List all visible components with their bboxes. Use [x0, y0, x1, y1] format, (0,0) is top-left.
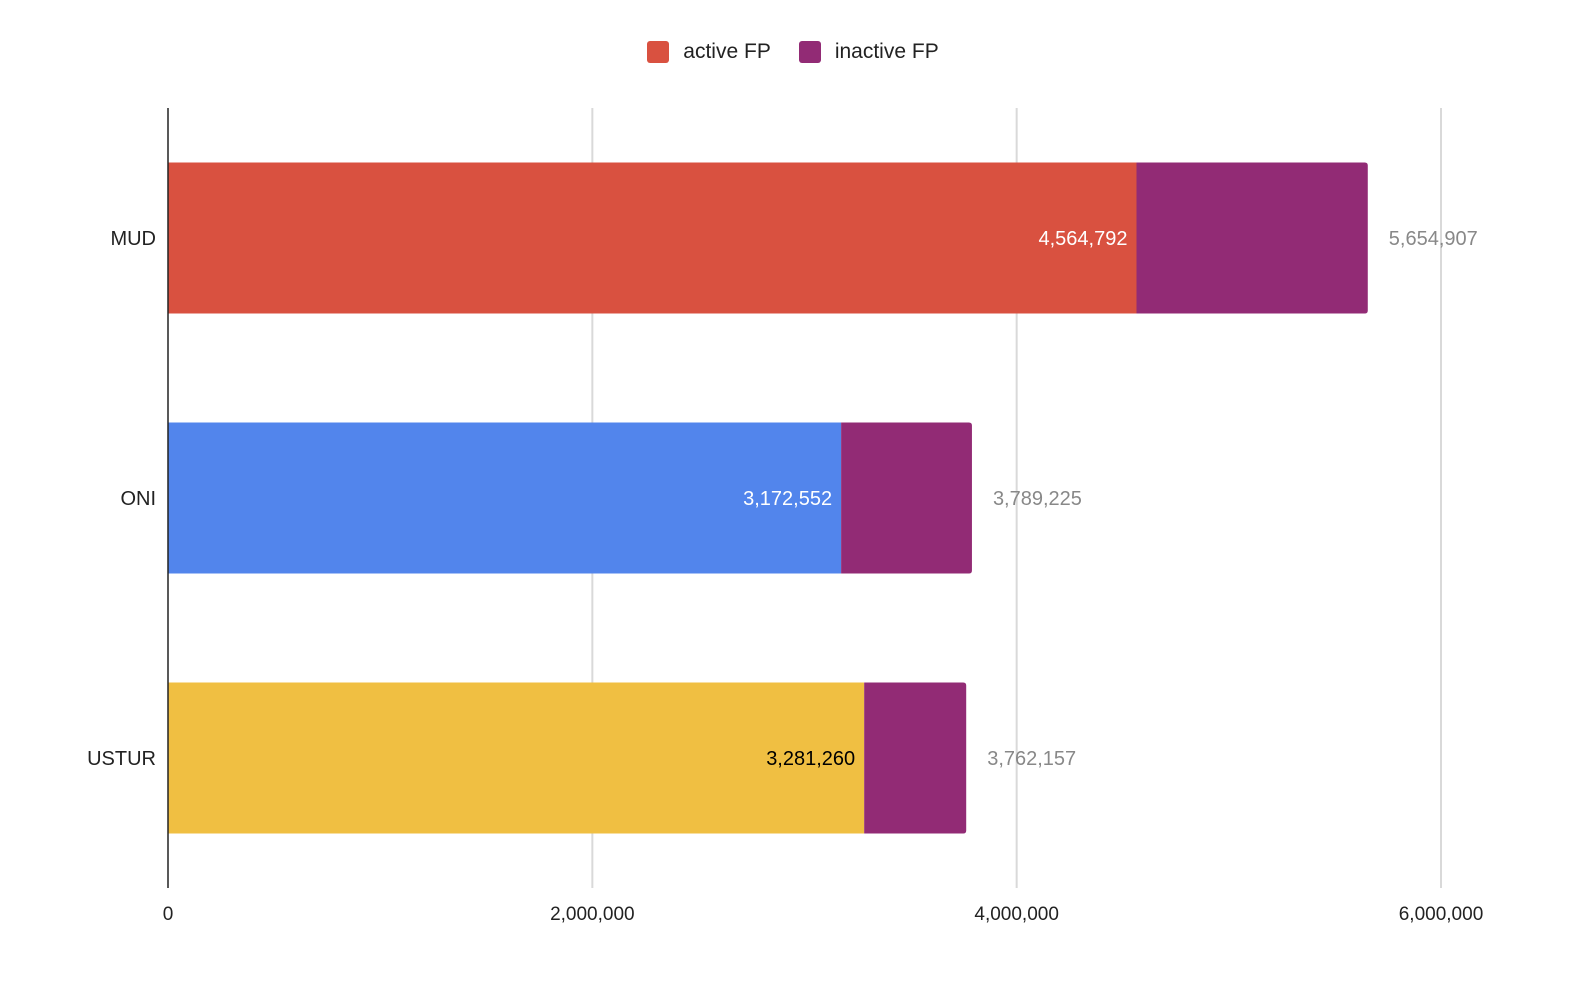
- chart-legend: active FP inactive FP: [0, 40, 1586, 64]
- x-tick-label: 4,000,000: [974, 904, 1059, 925]
- bar-inactive-fp: [841, 422, 972, 574]
- bar-active-fp: [168, 162, 1137, 314]
- bar-active-fp: [168, 682, 865, 834]
- legend-item-inactive-fp[interactable]: inactive FP: [798, 40, 939, 64]
- data-label-total: 3,789,225: [993, 488, 1082, 510]
- x-tick-label: 0: [163, 904, 174, 925]
- data-label-total: 5,654,907: [1389, 228, 1478, 250]
- bar-active-fp: [168, 422, 842, 574]
- bar-inactive-fp: [1136, 162, 1368, 314]
- bars: [168, 162, 1368, 834]
- y-category-label: ONI: [120, 488, 156, 510]
- y-category-label: USTUR: [87, 748, 156, 770]
- data-label-active-fp: 3,172,552: [743, 488, 832, 510]
- labels: 0 2,000,000 4,000,000 6,000,000 4,564,792 5,6…: [87, 228, 1483, 925]
- data-label-active-fp: 4,564,792: [1039, 228, 1128, 250]
- legend-swatch-inactive-fp: [798, 41, 821, 63]
- legend-label-active-fp: active FP: [683, 40, 771, 63]
- y-category-label: MUD: [110, 228, 156, 250]
- legend-swatch-active-fp: [647, 41, 670, 63]
- x-tick-label: 6,000,000: [1399, 904, 1484, 925]
- data-label-total: 3,762,157: [987, 748, 1076, 770]
- x-tick-label: 2,000,000: [550, 904, 635, 925]
- legend-item-active-fp[interactable]: active FP: [647, 40, 771, 64]
- legend-label-inactive-fp: inactive FP: [834, 40, 939, 63]
- data-label-active-fp: 3,281,260: [766, 748, 855, 770]
- bar-inactive-fp: [864, 682, 967, 834]
